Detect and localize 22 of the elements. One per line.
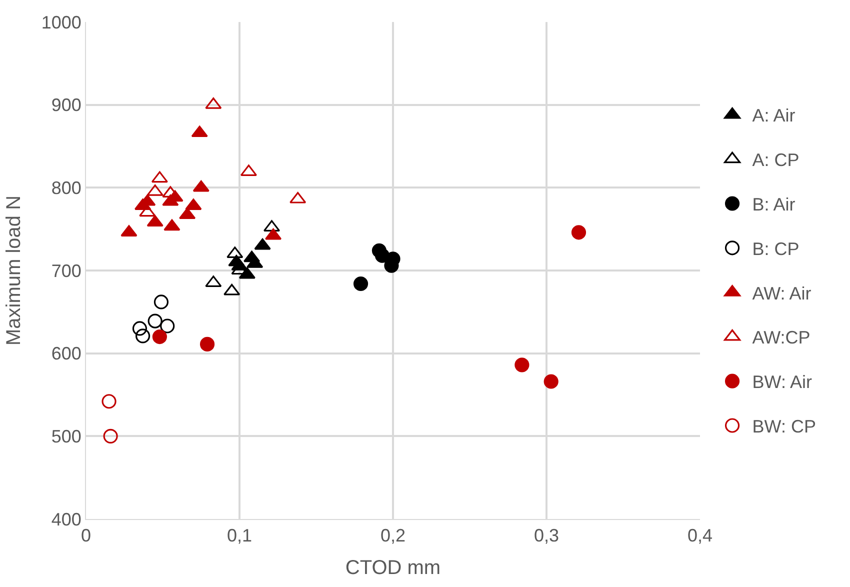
y-tick-label: 1000: [41, 12, 82, 32]
legend-label: B: CP: [752, 238, 800, 259]
x-tick-label: 0,3: [534, 526, 560, 546]
y-tick-label: 400: [51, 509, 82, 530]
x-tick-label: 0,4: [687, 526, 713, 546]
x-tick-label: 0,1: [226, 526, 252, 546]
y-tick-label: 500: [51, 426, 82, 446]
legend-label: BW: CP: [752, 416, 816, 437]
legend-label: A: Air: [752, 106, 796, 126]
x-tick-label: 0: [80, 526, 92, 546]
legend-label: B: Air: [752, 194, 796, 215]
legend-label: A: CP: [752, 150, 800, 170]
y-tick-label: 600: [51, 344, 82, 364]
y-tick-label: 700: [51, 260, 82, 281]
y-tick-label: 800: [51, 178, 82, 198]
legend-label: BW: Air: [752, 372, 812, 392]
legend-label: AW:CP: [752, 328, 810, 348]
x-tick-label: 0,2: [380, 526, 406, 546]
legend-label: AW: Air: [752, 283, 812, 304]
y-axis-title: Maximum load N: [2, 195, 25, 346]
x-axis-title: CTOD mm: [345, 557, 441, 580]
y-tick-label: 900: [51, 95, 82, 116]
